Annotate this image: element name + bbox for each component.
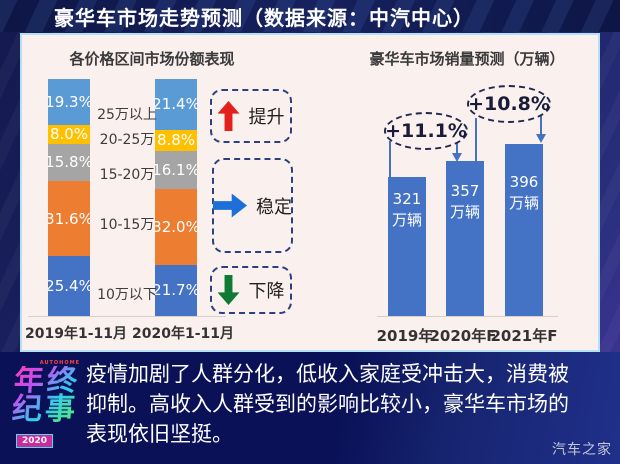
segment-15-20万: 15.8% <box>48 143 90 182</box>
segment-value-label: 25.4% <box>48 277 90 296</box>
segment-10-15万: 31.6% <box>48 181 90 256</box>
left-chart-title: 各价格区间市场份额表现 <box>69 50 235 68</box>
price-range-label: 15-20万 <box>99 167 155 183</box>
bar-value-label: 396 万辆 <box>505 172 543 214</box>
segment-value-label: 21.4% <box>155 95 197 114</box>
page-title: 豪华车市场走势预测（数据来源：中汽中心） <box>54 5 474 30</box>
sales-bar-2019年: 321 万辆 <box>388 177 426 316</box>
right-chart-title: 豪华车市场销量预测（万辆） <box>369 50 565 68</box>
logo-line-1: 年终 <box>12 363 82 398</box>
summary-line-2: 抑制。高收入人群受到的影响比较小，豪华车市场的 <box>86 392 569 416</box>
price-range-label: 25万以上 <box>97 107 157 123</box>
segment-20-25万: 8.8% <box>155 129 197 151</box>
legend-label: 稳定 <box>256 196 292 218</box>
segment-value-label: 15.8% <box>48 153 90 172</box>
price-range-label: 20-25万 <box>99 132 155 148</box>
title-bar: 豪华车市场走势预测（数据来源：中汽中心） <box>0 0 620 32</box>
growth-annotation-1: +11.1% <box>384 112 468 150</box>
stacked-bar-2019年1-11月: 19.3% 8.0% 15.8% 31.6% 25.4% <box>48 79 90 317</box>
x-axis-label-2021年F: 2021年F <box>490 327 558 345</box>
segment-10万以下: 25.4% <box>48 255 90 317</box>
bar-value-label: 321 万辆 <box>388 189 426 231</box>
left-chart-baseline <box>28 316 226 317</box>
segment-25万以上: 21.4% <box>155 79 197 130</box>
legend-up-box: 提升 <box>210 89 292 143</box>
trend-legend: 提升稳定下降 <box>22 35 598 350</box>
logo-line-2: 纪事 <box>10 392 80 427</box>
autohome-brand-label: AUTOHOME <box>39 360 80 366</box>
bar-value-label: 357 万辆 <box>446 181 484 223</box>
summary-line-3: 表现依旧坚挺。 <box>86 422 233 446</box>
sales-bar-2021年F: 396 万辆 <box>505 144 543 316</box>
segment-15-20万: 16.1% <box>155 150 197 189</box>
growth-annotation-2: +10.8% <box>467 85 551 123</box>
x-axis-label-2019年1-11月: 2019年1-11月 <box>25 326 127 342</box>
legend-down-box: 下降 <box>210 266 292 314</box>
summary-line-1: 疫情加剧了人群分化，低收入家庭受冲击大，消费被 <box>86 362 569 386</box>
logo-year-badge: 2020 <box>16 434 54 448</box>
segment-value-label: 31.6% <box>48 209 90 228</box>
sales-forecast-chart: 321 万辆 2019年 357 万辆 2020年F 396 万辆 2021年F +11.1% +1… <box>22 35 598 350</box>
x-axis-label-2020年1-11月: 2020年1-11月 <box>132 326 234 342</box>
sales-bar-2020年F: 357 万辆 <box>446 161 484 316</box>
bar-unit: 万辆 <box>449 203 480 221</box>
legend-label: 下降 <box>248 281 285 302</box>
legend-label: 提升 <box>248 107 285 128</box>
logo-characters: 年终 纪事 <box>6 366 86 424</box>
price-share-stacked-chart: 19.3% 8.0% 15.8% 31.6% 25.4% 2019年1-11月 21.4% 8… <box>22 35 598 350</box>
footer-band: AUTOHOME 年终 纪事 2020 疫情加剧了人群分化，低收入家庭受冲击大，… <box>0 352 620 464</box>
bar-unit: 万辆 <box>391 211 422 229</box>
segment-value-label: 8.0% <box>49 125 89 144</box>
segment-value-label: 32.0% <box>155 217 197 236</box>
bar-value: 357 <box>450 182 480 200</box>
stacked-bar-2020年1-11月: 21.4% 8.8% 16.1% 32.0% 21.7% <box>155 79 197 316</box>
watermark-autohome: 汽车之家 <box>552 442 612 458</box>
x-axis-label-2020年F: 2020年F <box>429 327 497 345</box>
x-axis-label-2019年: 2019年 <box>376 327 434 345</box>
segment-10-15万: 32.0% <box>155 188 197 265</box>
year-end-chronicle-logo: AUTOHOME 年终 纪事 2020 <box>8 358 84 454</box>
segment-value-label: 16.1% <box>155 160 197 179</box>
right-chart-baseline <box>377 316 558 317</box>
legend-right-box: 稳定 <box>212 158 293 253</box>
segment-10万以下: 21.7% <box>155 264 197 316</box>
bar-unit: 万辆 <box>508 194 539 212</box>
segment-25万以上: 19.3% <box>48 79 90 125</box>
segment-value-label: 19.3% <box>48 92 90 111</box>
summary-text: 疫情加剧了人群分化，低收入家庭受冲击大，消费被 抑制。高收入人群受到的影响比较小… <box>86 359 569 449</box>
price-range-label: 10-15万 <box>99 217 155 233</box>
segment-value-label: 8.8% <box>156 131 196 150</box>
charts-panel: 各价格区间市场份额表现 豪华车市场销量预测（万辆） 19.3% 8.0% 15.8%… <box>20 33 600 352</box>
bar-value: 396 <box>509 173 539 191</box>
segment-value-label: 21.7% <box>155 281 197 300</box>
price-range-label: 10万以下 <box>97 287 157 303</box>
bar-value: 321 <box>392 190 422 208</box>
segment-20-25万: 8.0% <box>48 124 90 144</box>
